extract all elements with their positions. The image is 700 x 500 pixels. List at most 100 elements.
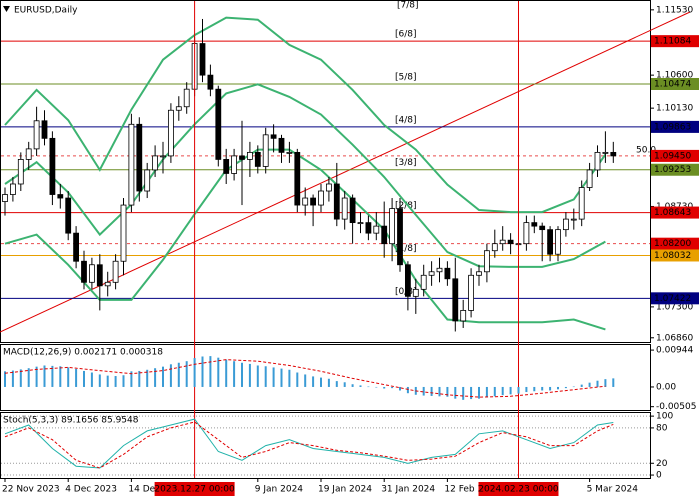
bollinger-band bbox=[4, 148, 606, 331]
candle-body bbox=[507, 239, 514, 245]
murrey-label: [2/8] bbox=[395, 201, 417, 211]
x-tick-label: 2023.12.27 00:00 bbox=[154, 485, 235, 495]
macd-bar bbox=[327, 378, 330, 387]
y-tick-label: 1.06860 bbox=[656, 333, 693, 343]
candle-body bbox=[262, 134, 269, 167]
candle-body bbox=[223, 159, 230, 174]
macd-bar bbox=[312, 376, 315, 387]
candle-body bbox=[318, 190, 324, 206]
murrey-label: [3/8] bbox=[395, 158, 417, 168]
candle-body bbox=[96, 264, 103, 287]
candle-body bbox=[594, 151, 601, 171]
macd-bar bbox=[225, 359, 228, 387]
candle-body bbox=[381, 225, 388, 245]
macd-bar bbox=[233, 361, 236, 387]
candle-body bbox=[239, 155, 245, 160]
macd-bar bbox=[51, 365, 54, 387]
macd-bar bbox=[406, 386, 409, 394]
price-pane bbox=[0, 0, 651, 343]
stoch-line bbox=[4, 418, 614, 469]
x-tick-label: 19 Jan 2024 bbox=[318, 485, 372, 495]
candle-body bbox=[357, 222, 364, 225]
macd-bar bbox=[19, 369, 22, 387]
candle-body bbox=[420, 274, 427, 290]
candle-body bbox=[33, 120, 40, 150]
macd-bar bbox=[462, 386, 465, 400]
candle-body bbox=[302, 197, 309, 206]
murrey-label: [6/8] bbox=[395, 30, 417, 40]
x-tick-label: 5 Mar 2024 bbox=[587, 485, 639, 495]
macd-bar bbox=[564, 386, 567, 389]
candle-body bbox=[397, 208, 403, 266]
candle-body bbox=[333, 183, 340, 220]
macd-bar bbox=[596, 380, 599, 387]
y-tick-label: 80 bbox=[656, 423, 668, 433]
candle-body bbox=[483, 250, 490, 273]
candle-body bbox=[428, 271, 435, 276]
highlight-box bbox=[154, 482, 235, 496]
candle-body bbox=[104, 281, 111, 287]
macd-bar bbox=[240, 362, 243, 387]
macd-bar bbox=[343, 382, 346, 387]
price-box bbox=[651, 292, 699, 305]
candle-body bbox=[167, 109, 174, 157]
price-box bbox=[651, 237, 699, 250]
candle-body bbox=[25, 148, 32, 160]
candle-body bbox=[586, 169, 593, 188]
candle-body bbox=[246, 151, 253, 160]
macd-bar bbox=[193, 358, 196, 387]
candle-body bbox=[547, 229, 553, 255]
candle-body bbox=[89, 264, 95, 283]
candle-body bbox=[278, 137, 285, 153]
y-tick-label: 1.10130 bbox=[656, 104, 693, 114]
price-box-label: 1.09863 bbox=[654, 122, 691, 132]
macd-bar bbox=[59, 366, 62, 387]
macd-bar bbox=[438, 386, 441, 397]
macd-bar bbox=[375, 386, 378, 388]
macd-bar bbox=[493, 386, 496, 397]
price-box-label: 1.08643 bbox=[654, 208, 691, 218]
macd-bar bbox=[470, 386, 473, 400]
macd-bar bbox=[280, 368, 283, 387]
x-tick-label: 4 Dec 2023 bbox=[65, 485, 117, 495]
candle-body bbox=[231, 155, 237, 174]
candle-body bbox=[539, 225, 546, 231]
macd-bar bbox=[304, 374, 307, 387]
x-tick-label: 9 Jan 2024 bbox=[255, 485, 303, 495]
y-tick-label: 1.10600 bbox=[656, 71, 693, 81]
candle-body bbox=[602, 151, 609, 154]
macd-bar bbox=[296, 372, 299, 387]
candle-body bbox=[41, 120, 48, 139]
macd-bar bbox=[185, 361, 188, 387]
macd-bar bbox=[209, 356, 212, 387]
macd-bar bbox=[367, 386, 370, 388]
candle-body bbox=[389, 208, 395, 245]
candle-body bbox=[160, 155, 166, 158]
murrey-label: [5/8] bbox=[395, 72, 417, 82]
macd-bar bbox=[541, 386, 544, 391]
macd-bar bbox=[27, 368, 30, 387]
candle-body bbox=[73, 232, 80, 262]
price-box-label: 1.09450 bbox=[654, 151, 691, 161]
macd-bar bbox=[549, 386, 552, 391]
macd-bar bbox=[501, 386, 504, 396]
candle-body bbox=[57, 194, 64, 199]
macd-bar bbox=[67, 367, 70, 387]
candle-body bbox=[349, 197, 356, 224]
candle-body bbox=[452, 278, 459, 322]
price-box-label: 1.10474 bbox=[654, 79, 691, 89]
candle-body bbox=[254, 151, 261, 167]
macd-bar bbox=[485, 386, 488, 398]
macd-bar bbox=[533, 386, 536, 392]
candle-body bbox=[476, 271, 482, 276]
candle-body bbox=[2, 194, 8, 202]
candle-body bbox=[144, 169, 151, 192]
candle-body bbox=[499, 239, 506, 245]
candle-body bbox=[270, 134, 277, 139]
candle-body bbox=[81, 260, 87, 283]
murrey-label: [4/8] bbox=[395, 115, 417, 125]
macd-bar bbox=[604, 379, 607, 387]
fib-label: 50.0 bbox=[636, 146, 656, 156]
